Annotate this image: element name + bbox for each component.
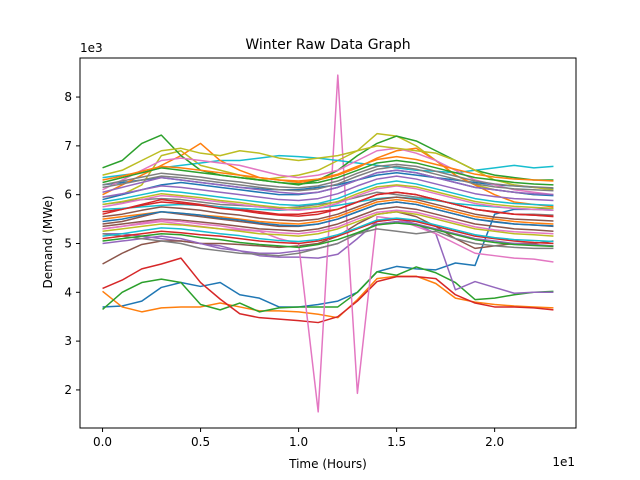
series-line-29 bbox=[102, 211, 554, 237]
chart-title: Winter Raw Data Graph bbox=[245, 37, 410, 53]
x-tick-label: 1.5 bbox=[387, 435, 406, 449]
series-line-26 bbox=[102, 206, 554, 233]
x-offset-label: 1e1 bbox=[552, 455, 575, 469]
tick-layer: 0.0 0.5 1.0 1.5 2.0 2 3 4 5 6 7 8 bbox=[64, 90, 504, 449]
x-tick-label: 1.0 bbox=[289, 435, 308, 449]
series-line-28 bbox=[102, 165, 554, 192]
series-line-23 bbox=[102, 159, 554, 186]
series-line-18 bbox=[102, 228, 554, 257]
series-line-38 bbox=[102, 163, 554, 189]
x-tick-label: 0.5 bbox=[191, 435, 210, 449]
series-line-24 bbox=[102, 218, 554, 245]
series-line-10 bbox=[102, 154, 554, 179]
series-line-7 bbox=[102, 74, 554, 413]
y-tick-label: 2 bbox=[64, 383, 72, 397]
series-line-20 bbox=[102, 196, 554, 212]
series-line-33 bbox=[102, 222, 554, 249]
plot-frame bbox=[79, 57, 577, 429]
series-line-34 bbox=[102, 191, 554, 217]
series-line-3 bbox=[102, 266, 554, 313]
series-line-27 bbox=[102, 185, 554, 212]
x-tick-label: 0.0 bbox=[93, 435, 112, 449]
y-tick-label: 4 bbox=[64, 285, 72, 299]
series-line-1 bbox=[102, 207, 554, 308]
y-tick-label: 7 bbox=[64, 139, 72, 153]
x-axis-label: Time (Hours) bbox=[288, 457, 367, 471]
x-tick-label: 2.0 bbox=[485, 435, 504, 449]
series-line-19 bbox=[102, 145, 554, 191]
y-offset-label: 1e3 bbox=[80, 41, 103, 55]
series-line-12 bbox=[102, 142, 554, 208]
y-tick-label: 6 bbox=[64, 188, 72, 202]
y-tick-label: 8 bbox=[64, 90, 72, 104]
series-layer bbox=[102, 74, 554, 413]
series-line-30 bbox=[102, 180, 554, 207]
series-line-40 bbox=[102, 217, 554, 243]
y-tick-label: 3 bbox=[64, 334, 72, 348]
series-line-2 bbox=[102, 275, 554, 319]
series-line-35 bbox=[102, 175, 554, 202]
series-line-37 bbox=[102, 209, 554, 235]
y-axis-label: Demand (MWe) bbox=[41, 196, 55, 289]
series-line-4 bbox=[102, 257, 554, 324]
y-tick-label: 5 bbox=[64, 236, 72, 250]
series-line-32 bbox=[102, 155, 554, 182]
series-line-25 bbox=[102, 169, 554, 196]
series-line-36 bbox=[102, 196, 554, 222]
series-line-31 bbox=[102, 201, 554, 227]
series-line-39 bbox=[102, 184, 554, 210]
